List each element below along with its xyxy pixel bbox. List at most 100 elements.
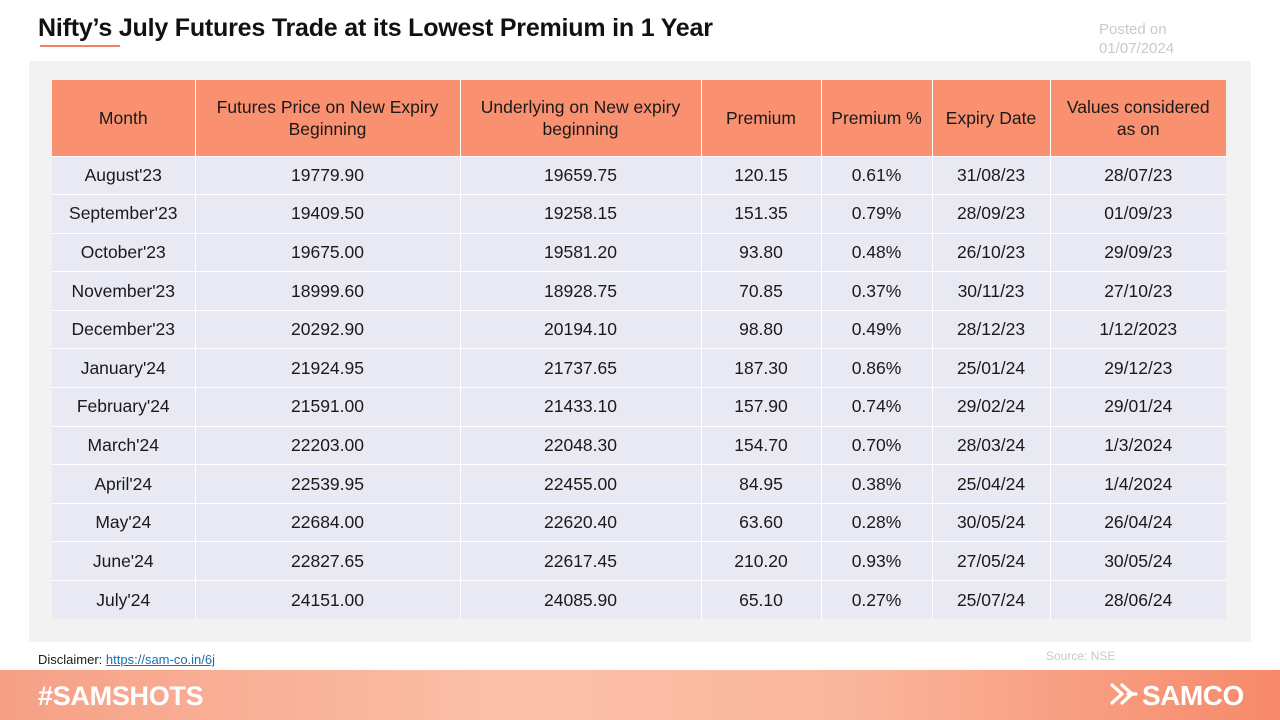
table-cell: 22539.95 [194, 464, 460, 504]
hashtag-label: #SAMSHOTS [38, 681, 204, 711]
table-cell: 22048.30 [459, 425, 701, 465]
table-cell: 29/09/23 [1049, 232, 1226, 272]
futures-premium-table: Month Futures Price on New Expiry Beginni… [52, 80, 1226, 620]
table-cell: 22684.00 [194, 502, 460, 542]
table-cell: 0.74% [820, 387, 932, 427]
table-cell: 30/05/24 [931, 502, 1050, 542]
table-cell: 29/12/23 [1049, 348, 1226, 388]
table-row: October'23 19675.00 19581.20 93.80 0.48% 26/1… [52, 232, 1226, 272]
table-cell: 19581.20 [459, 232, 701, 272]
posted-info: Posted on 01/07/2024 [1099, 20, 1174, 58]
table-cell: 18928.75 [459, 271, 701, 311]
table-cell: 31/08/23 [931, 155, 1050, 195]
column-header: Month [52, 80, 195, 157]
table-cell: 24151.00 [194, 580, 460, 620]
disclaimer-link[interactable]: https://sam-co.in/6j [105, 652, 216, 667]
table-cell: 1/12/2023 [1049, 309, 1226, 349]
table-cell: 20292.90 [194, 309, 460, 349]
table-cell: 28/09/23 [931, 194, 1050, 234]
table-cell: April'24 [52, 464, 195, 504]
title-underline [40, 45, 120, 47]
table-row: August'23 19779.90 19659.75 120.15 0.61% 31/0… [52, 155, 1226, 195]
table-cell: 29/01/24 [1049, 387, 1226, 427]
table-cell: March'24 [52, 425, 195, 465]
table-cell: 22620.40 [459, 502, 701, 542]
table-cell: 0.48% [820, 232, 932, 272]
table-cell: 19675.00 [194, 232, 460, 272]
table-cell: 187.30 [700, 348, 821, 388]
table-cell: 29/02/24 [931, 387, 1050, 427]
table-cell: 22617.45 [459, 541, 701, 581]
table-cell: 93.80 [700, 232, 821, 272]
footer-bar [0, 670, 1280, 720]
table-cell: 1/3/2024 [1049, 425, 1226, 465]
column-header: Premium % [820, 80, 932, 157]
table-row: December'23 20292.90 20194.10 98.80 0.49% 28/… [52, 309, 1226, 349]
table-cell: 98.80 [700, 309, 821, 349]
table-cell: 84.95 [700, 464, 821, 504]
brand-name: SAMCO [1142, 680, 1244, 711]
table-cell: July'24 [52, 580, 195, 620]
table-cell: 0.79% [820, 194, 932, 234]
table-cell: 120.15 [700, 155, 821, 195]
table-row: April'24 22539.95 22455.00 84.95 0.38% 25/04/… [52, 464, 1226, 504]
header-row: Month Futures Price on New Expiry Beginni… [52, 80, 1226, 157]
table-row: May'24 22684.00 22620.40 63.60 0.28% 30/05/24… [52, 502, 1226, 542]
table-cell: 70.85 [700, 271, 821, 311]
table-cell: September'23 [52, 194, 195, 234]
posted-date: 01/07/2024 [1099, 40, 1175, 57]
table-cell: 19659.75 [459, 155, 701, 195]
table-cell: February'24 [52, 387, 195, 427]
table-cell: 01/09/23 [1049, 194, 1226, 234]
table-cell: 30/11/23 [931, 271, 1050, 311]
table-cell: 28/12/23 [931, 309, 1050, 349]
column-header: Futures Price on New Expiry Beginning [194, 80, 460, 157]
table-cell: 30/05/24 [1049, 541, 1226, 581]
table-cell: 19779.90 [194, 155, 460, 195]
table-cell: October'23 [52, 232, 195, 272]
disclaimer-label: Disclaimer: [38, 652, 103, 667]
table-cell: 26/04/24 [1049, 502, 1226, 542]
page-title: Nifty’s July Futures Trade at its Lowest… [38, 14, 713, 42]
table-cell: 28/06/24 [1049, 580, 1226, 620]
table-cell: 0.27% [820, 580, 932, 620]
table-cell: August'23 [52, 155, 195, 195]
table-cell: 210.20 [700, 541, 821, 581]
table-cell: 21737.65 [459, 348, 701, 388]
table-cell: 21591.00 [194, 387, 460, 427]
table-row: June'24 22827.65 22617.45 210.20 0.93% 27/05/… [52, 541, 1226, 581]
table-cell: 63.60 [700, 502, 821, 542]
table-row: March'24 22203.00 22048.30 154.70 0.70% 28/03… [52, 425, 1226, 465]
table-cell: 0.61% [820, 155, 932, 195]
table-cell: 154.70 [700, 425, 821, 465]
table-cell: 1/4/2024 [1049, 464, 1226, 504]
table-cell: 0.49% [820, 309, 932, 349]
column-header: Expiry Date [931, 80, 1050, 157]
table-row: February'24 21591.00 21433.10 157.90 0.74% 29… [52, 387, 1226, 427]
table-row: November'23 18999.60 18928.75 70.85 0.37% 30/… [52, 271, 1226, 311]
table-cell: 19258.15 [459, 194, 701, 234]
table-cell: 28/03/24 [931, 425, 1050, 465]
table-cell: 0.37% [820, 271, 932, 311]
table-cell: 20194.10 [459, 309, 701, 349]
table-cell: 21433.10 [459, 387, 701, 427]
table-body: August'23 19779.90 19659.75 120.15 0.61% 31/0… [52, 155, 1226, 620]
table-cell: 151.35 [700, 194, 821, 234]
brand-logo: SAMCO [1110, 680, 1244, 711]
table-cell: 27/05/24 [931, 541, 1050, 581]
table-cell: 0.28% [820, 502, 932, 542]
table-cell: January'24 [52, 348, 195, 388]
table-cell: 26/10/23 [931, 232, 1050, 272]
table-cell: 0.38% [820, 464, 932, 504]
table-cell: 19409.50 [194, 194, 460, 234]
posted-label: Posted on [1099, 21, 1167, 38]
table-cell: 25/07/24 [931, 580, 1050, 620]
table-cell: 65.10 [700, 580, 821, 620]
table-row: July'24 24151.00 24085.90 65.10 0.27% 25/07/2… [52, 580, 1226, 620]
table-cell: 27/10/23 [1049, 271, 1226, 311]
table-cell: 22455.00 [459, 464, 701, 504]
table-cell: 28/07/23 [1049, 155, 1226, 195]
table-cell: November'23 [52, 271, 195, 311]
table-cell: 0.93% [820, 541, 932, 581]
table-cell: 157.90 [700, 387, 821, 427]
